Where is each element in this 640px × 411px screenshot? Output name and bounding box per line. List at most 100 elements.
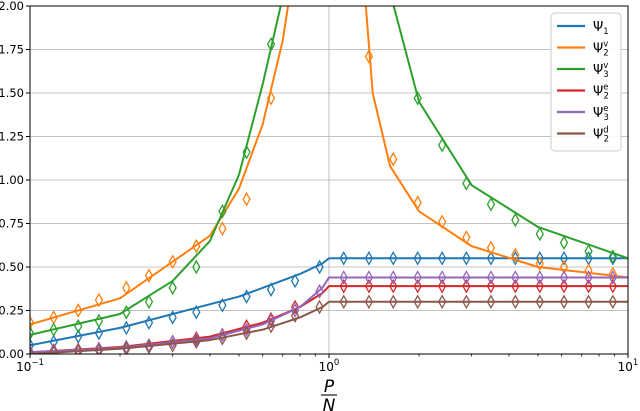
series-marker: [364, 294, 374, 310]
series-line: [30, 6, 628, 336]
y-tick-label: 0.25: [0, 304, 24, 318]
x-axis-label-denominator: N: [323, 396, 336, 411]
legend-item: Ψe 2: [557, 83, 609, 102]
series-marker: [389, 270, 398, 285]
series-marker: [144, 268, 154, 284]
series-marker: [339, 278, 348, 294]
series-marker: [486, 250, 496, 266]
series-marker: [535, 226, 544, 242]
legend-box: [550, 12, 622, 152]
series-marker: [49, 344, 58, 354]
series-marker: [315, 284, 324, 299]
series-marker: [486, 294, 496, 310]
series-marker: [242, 289, 251, 304]
series-marker: [437, 270, 447, 285]
series-marker: [242, 322, 251, 337]
series-marker: [437, 278, 447, 294]
series-marker: [413, 294, 422, 310]
series-marker: [218, 327, 227, 343]
series-2e-3: [30, 278, 628, 354]
series-1-0: [30, 250, 628, 353]
series-marker: [192, 259, 201, 275]
series-marker: [511, 247, 520, 263]
series-marker: [437, 250, 447, 266]
series-marker: [559, 250, 569, 266]
y-tick-label: 1.50: [0, 86, 24, 100]
series-marker: [218, 297, 227, 313]
series-marker: [168, 280, 177, 296]
series-marker: [584, 270, 593, 285]
y-tick-label: 0.50: [0, 260, 24, 274]
series-marker: [535, 250, 544, 266]
series-marker: [462, 176, 471, 191]
y-tick-label: 0.00: [0, 347, 24, 361]
series-marker: [608, 249, 618, 264]
series-marker: [389, 151, 398, 167]
series-3e-4: [30, 270, 628, 354]
series-marker: [584, 278, 593, 294]
series-marker: [511, 212, 520, 228]
series-marker: [584, 294, 593, 310]
series-marker: [535, 256, 544, 271]
series-marker: [462, 294, 471, 310]
legend: Ψ1 Ψv 2 Ψv 3 Ψe 2 Ψe 3 Ψd 2: [550, 12, 622, 152]
series-marker: [608, 270, 618, 285]
legend-item: Ψv 2: [557, 40, 609, 59]
series-marker: [30, 346, 35, 354]
series-marker: [266, 36, 276, 52]
series-marker: [389, 250, 398, 266]
series-marker: [218, 204, 227, 219]
series-marker: [413, 278, 422, 294]
legend-label: Ψ1: [593, 20, 609, 37]
x-axis-label: P N: [321, 377, 337, 411]
series-marker: [266, 90, 276, 106]
legend-label: Ψe 3: [593, 104, 609, 123]
legend-item: Ψd 2: [557, 126, 609, 145]
series-marker: [242, 191, 251, 207]
series-marker: [559, 294, 569, 310]
series-marker: [242, 325, 251, 341]
series-marker: [608, 294, 618, 310]
series-marker: [30, 315, 35, 330]
legend-item: Ψe 3: [557, 104, 609, 123]
series-line: [30, 300, 628, 354]
series-marker: [168, 337, 177, 353]
series-marker: [49, 334, 58, 350]
series-line: [30, 276, 628, 354]
series-marker: [94, 292, 104, 308]
series-marker: [94, 341, 104, 354]
x-axis-label-numerator: P: [324, 377, 335, 397]
series-2d-5: [30, 294, 628, 354]
legend-label: Ψv 3: [593, 61, 609, 80]
series-marker: [290, 303, 300, 318]
series-marker: [339, 270, 348, 285]
series-marker: [339, 250, 348, 266]
series-marker: [511, 278, 520, 294]
series-line: [30, 285, 628, 354]
y-tick-label: 0.75: [0, 217, 24, 231]
legend-label: Ψe 2: [593, 83, 609, 102]
series-marker: [413, 270, 422, 285]
series-marker: [364, 270, 374, 285]
series-marker: [122, 280, 131, 296]
series-marker: [192, 332, 201, 348]
series-marker: [364, 250, 374, 266]
series-marker: [389, 278, 398, 294]
series-line: [30, 257, 628, 347]
series-3v-2: [30, 6, 628, 341]
series-marker: [290, 299, 300, 315]
series-marker: [30, 344, 35, 354]
legend-label: Ψv 2: [593, 40, 609, 59]
series-marker: [559, 259, 569, 275]
series-marker: [144, 294, 154, 310]
x-tick-label: 10−1: [16, 358, 44, 374]
series-marker: [168, 310, 177, 325]
series-marker: [364, 49, 374, 64]
x-tick-label: 101: [618, 358, 639, 374]
series-marker: [218, 221, 227, 237]
series-marker: [144, 339, 154, 354]
series-marker: [290, 273, 300, 289]
series-marker: [339, 294, 348, 310]
series-marker: [535, 270, 544, 285]
